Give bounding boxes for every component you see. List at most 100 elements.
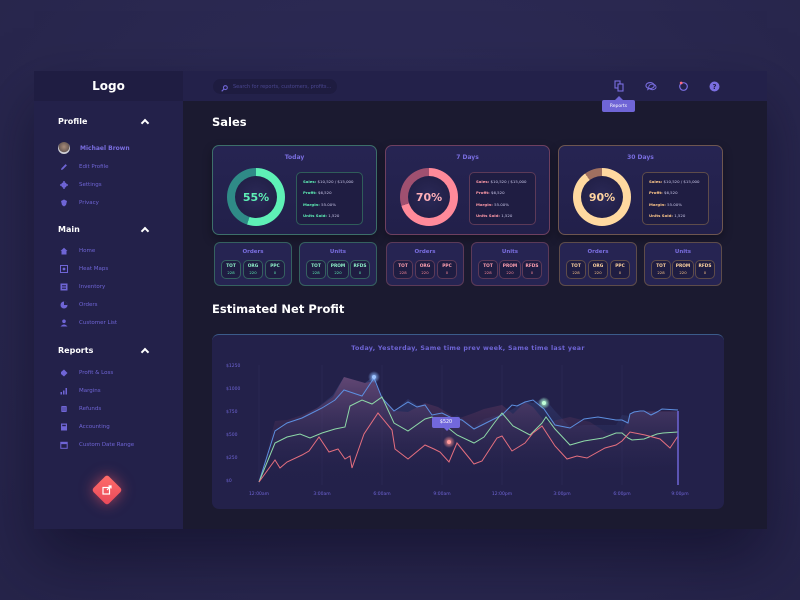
sidebar-item-custom-date-range[interactable]: Custom Date Range — [60, 441, 134, 449]
help-icon[interactable]: ? — [708, 80, 720, 92]
stats-panel: Sales: $10,520 / $15,000 Profit: $6,520 … — [469, 172, 536, 225]
list-icon — [60, 283, 68, 291]
x-tick: 12:00am — [248, 492, 270, 497]
mini-card-orders-7-days[interactable]: Orders TOT 228 ORG 220 PPC 0 — [386, 242, 464, 286]
notification-icon[interactable] — [677, 80, 689, 92]
pill-rfds: RFDS 0 — [695, 260, 715, 279]
progress-ring: 55% — [227, 168, 285, 226]
reports-icon[interactable] — [613, 80, 625, 92]
stat-units: Units Sold: 1,520 — [303, 212, 340, 218]
pill-tot: TOT 228 — [566, 260, 586, 279]
section-main-header[interactable]: Main — [58, 225, 150, 236]
sidebar-item-accounting[interactable]: Accounting — [60, 423, 110, 431]
avatar — [58, 142, 70, 154]
compose-button[interactable] — [91, 474, 123, 506]
item-label: Profit & Loss — [79, 370, 114, 376]
sidebar-item-orders[interactable]: Orders — [60, 301, 98, 309]
sidebar-item-margins[interactable]: Margins — [60, 387, 101, 395]
pill-tot: TOT 228 — [221, 260, 241, 279]
stat-margin: Margin: 55.00% — [649, 201, 682, 207]
shield-icon — [60, 199, 68, 207]
section-profile-header[interactable]: Profile — [58, 117, 150, 128]
stat-sales: Sales: $10,520 / $15,000 — [649, 179, 700, 184]
section-reports-header[interactable]: Reports — [58, 346, 150, 357]
stat-units: Units Sold: 1,520 — [476, 212, 513, 218]
reports-tooltip: Reports — [602, 96, 635, 112]
stat-profit: Profit: $6,520 — [303, 190, 332, 196]
chevron-up-icon[interactable] — [140, 347, 150, 357]
mini-title: Units — [501, 249, 519, 255]
sidebar-item-inventory[interactable]: Inventory — [60, 283, 105, 291]
y-tick: $250 — [226, 456, 238, 461]
stats-panel: Sales: $10,520 / $15,000 Profit: $6,520 … — [296, 172, 363, 225]
stat-margin: Margin: 55.00% — [303, 201, 336, 207]
stat-profit: Profit: $6,520 — [476, 190, 505, 196]
card-title: Today — [284, 154, 305, 161]
mini-card-units-7-days[interactable]: Units TOT 228 PROM 220 RFDS 0 — [471, 242, 549, 286]
progress-percent: 90% — [581, 176, 623, 218]
app-window: Logo Profile Michael Brown Edit Profile … — [34, 71, 767, 529]
stat-profit: Profit: $6,520 — [649, 190, 678, 196]
sidebar-item-profit-loss[interactable]: Profit & Loss — [60, 369, 113, 377]
pill-ppc: PPC 0 — [265, 260, 285, 279]
pill-tot: TOT 228 — [478, 260, 498, 279]
chevron-up-icon[interactable] — [140, 226, 150, 236]
stats-panel: Sales: $10,520 / $15,000 Profit: $6,520 … — [642, 172, 709, 225]
section-title: Profile — [58, 117, 88, 126]
profit-title: Estimated Net Profit — [212, 302, 345, 316]
y-tick: $750 — [226, 410, 238, 415]
pill-prom: PROM 220 — [327, 260, 349, 279]
mini-card-orders-today[interactable]: Orders TOT 228 ORG 220 PPC 0 — [214, 242, 292, 286]
pill-tot: TOT 228 — [306, 260, 326, 279]
pill-prom: PROM 220 — [672, 260, 694, 279]
sales-card-today[interactable]: Today 55% Sales: $10,520 / $15,000 Profi… — [212, 145, 377, 235]
svg-text:?: ? — [712, 83, 716, 91]
sales-card-7-days[interactable]: 7 Days 70% Sales: $10,520 / $15,000 Prof… — [385, 145, 550, 235]
x-tick: 3:00pm — [553, 492, 571, 497]
profit-line-chart[interactable] — [212, 335, 724, 510]
progress-percent: 70% — [408, 176, 450, 218]
data-point-tooltip: $520 — [432, 417, 460, 431]
mini-title: Orders — [587, 249, 609, 255]
progress-ring: 70% — [400, 168, 458, 226]
stat-units: Units Sold: 1,520 — [649, 212, 686, 218]
item-label: Heat Maps — [79, 266, 109, 272]
pill-rfds: RFDS 0 — [350, 260, 370, 279]
tag-icon — [60, 369, 68, 377]
sidebar-item-home[interactable]: Home — [60, 247, 95, 255]
sidebar: Logo Profile Michael Brown Edit Profile … — [34, 71, 183, 529]
user-icon — [60, 319, 68, 327]
chat-icon[interactable] — [645, 80, 657, 92]
pill-prom: PROM 220 — [499, 260, 521, 279]
search-input[interactable] — [233, 83, 333, 90]
sidebar-item-profile-name[interactable]: Michael Brown — [58, 142, 130, 154]
mini-card-units-30-days[interactable]: Units TOT 228 PROM 220 RFDS 0 — [644, 242, 722, 286]
chevron-up-icon[interactable] — [140, 118, 150, 128]
y-tick: $0 — [226, 479, 232, 484]
sidebar-item-privacy[interactable]: Privacy — [60, 199, 99, 207]
stat-sales: Sales: $10,520 / $15,000 — [476, 179, 527, 184]
sidebar-item-settings[interactable]: Settings — [60, 181, 102, 189]
item-label: Privacy — [79, 200, 99, 206]
mini-title: Orders — [414, 249, 436, 255]
item-label: Edit Profile — [79, 164, 109, 170]
sidebar-item-heat-maps[interactable]: Heat Maps — [60, 265, 108, 273]
mini-card-units-today[interactable]: Units TOT 228 PROM 220 RFDS 0 — [299, 242, 377, 286]
sidebar-item-refunds[interactable]: Refunds — [60, 405, 101, 413]
item-label: Settings — [79, 182, 102, 188]
pill-rfds: RFDS 0 — [522, 260, 542, 279]
x-tick: 6:00pm — [613, 492, 631, 497]
chart-title: Today, Yesterday, Same time prev week, S… — [351, 345, 585, 352]
search-bar[interactable] — [213, 79, 337, 94]
section-title: Reports — [58, 346, 94, 355]
sidebar-item-customer-list[interactable]: Customer List — [60, 319, 117, 327]
pill-ppc: PPC 0 — [437, 260, 457, 279]
mini-title: Units — [329, 249, 347, 255]
mini-card-orders-30-days[interactable]: Orders TOT 228 ORG 220 PPC 0 — [559, 242, 637, 286]
sales-card-30-days[interactable]: 30 Days 90% Sales: $10,520 / $15,000 Pro… — [558, 145, 723, 235]
logo[interactable]: Logo — [34, 71, 183, 101]
item-label: Custom Date Range — [79, 442, 135, 448]
item-label: Customer List — [79, 320, 118, 326]
item-label: Accounting — [79, 424, 110, 430]
sidebar-item-edit-profile[interactable]: Edit Profile — [60, 163, 109, 171]
